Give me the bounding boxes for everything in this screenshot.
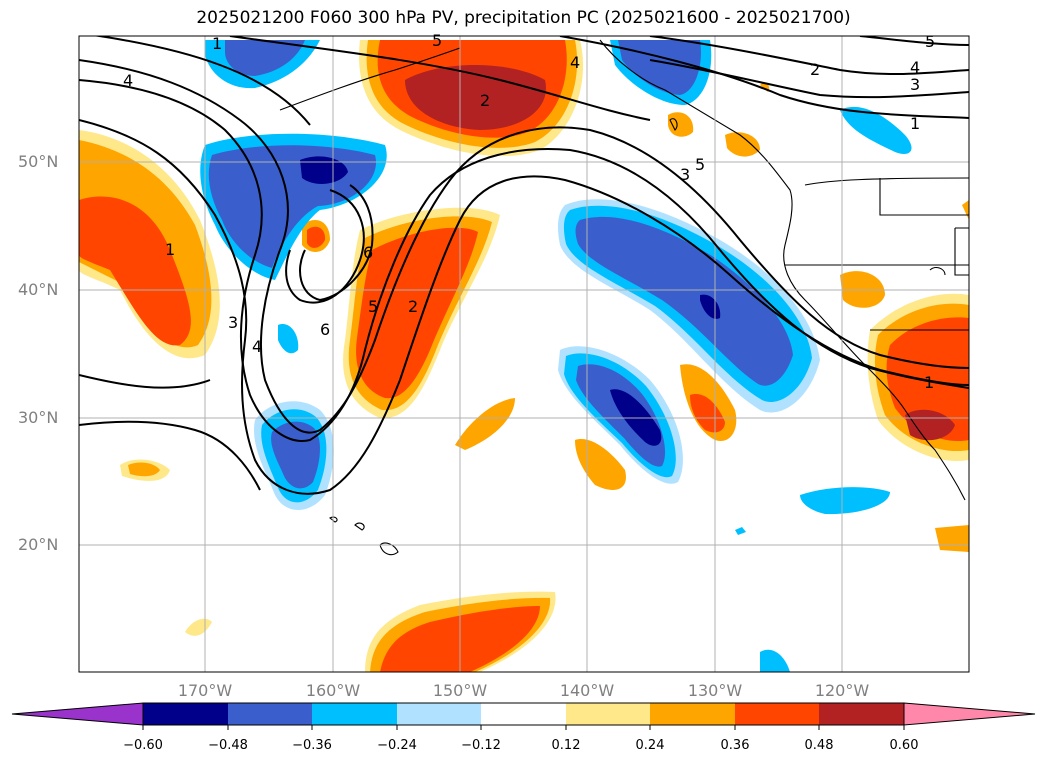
lon-label: 170°W bbox=[177, 681, 233, 700]
colorbar-swatch bbox=[566, 703, 650, 725]
colorbar-tick-label: −0.36 bbox=[292, 738, 332, 753]
lat-label: 50°N bbox=[18, 152, 59, 171]
colorbar-swatch bbox=[312, 703, 397, 725]
contour-label: 3 bbox=[680, 165, 690, 184]
contour-label: 5 bbox=[368, 297, 378, 316]
colorbar-swatch bbox=[143, 703, 228, 725]
colorbar-frame bbox=[142, 702, 905, 726]
contour-label: 3 bbox=[228, 313, 238, 332]
colorbar-tick-label: 0.48 bbox=[804, 738, 834, 753]
colorbar-tick-label: −0.24 bbox=[377, 738, 417, 753]
colorbar-tick-label: 0.12 bbox=[551, 738, 581, 753]
colorbar-extend-high bbox=[903, 702, 1036, 726]
negative-anomaly-northwest bbox=[200, 40, 387, 280]
map-title: 2025021200 F060 300 hPa PV, precipitatio… bbox=[196, 8, 851, 28]
contour-label: 2 bbox=[810, 60, 820, 79]
contour-label: 5 bbox=[432, 31, 442, 50]
coastlines bbox=[279, 39, 969, 556]
colorbar-tick-label: 0.36 bbox=[720, 738, 750, 753]
lat-label: 20°N bbox=[18, 535, 59, 554]
colorbar-tick-label: −0.12 bbox=[461, 738, 501, 753]
contour-label: 5 bbox=[925, 32, 935, 51]
contour-label: 1 bbox=[212, 34, 222, 53]
lon-label: 140°W bbox=[559, 681, 615, 700]
colorbar-swatch bbox=[228, 703, 312, 725]
lat-label: 40°N bbox=[18, 280, 59, 299]
colorbar-swatch bbox=[735, 703, 819, 725]
lon-label: 130°W bbox=[687, 681, 743, 700]
lon-label: 150°W bbox=[432, 681, 488, 700]
contour-label: 6 bbox=[363, 243, 373, 262]
contour-label: 1 bbox=[910, 114, 920, 133]
contour-label: 6 bbox=[320, 320, 330, 339]
colorbar-tick-label: −0.60 bbox=[123, 738, 163, 753]
colorbar-tick-label: −0.48 bbox=[208, 738, 248, 753]
contour-label: 2 bbox=[408, 297, 418, 316]
lon-label: 120°W bbox=[814, 681, 870, 700]
contour-label: 3 bbox=[910, 75, 920, 94]
positive-anomaly-east bbox=[840, 271, 969, 461]
negative-anomaly-east bbox=[735, 106, 912, 672]
colorbar-swatch bbox=[481, 703, 566, 725]
contour-label: 4 bbox=[123, 71, 133, 90]
contour-label: 1 bbox=[165, 240, 175, 259]
contour-label: 4 bbox=[910, 58, 920, 77]
pv-contours bbox=[79, 36, 969, 495]
contour-label: 5 bbox=[695, 155, 705, 174]
negative-anomaly-central bbox=[557, 40, 820, 413]
colorbar-swatch bbox=[650, 703, 735, 725]
colorbar-swatch bbox=[819, 703, 904, 725]
colorbar-tick-label: 0.24 bbox=[635, 738, 665, 753]
colorbar bbox=[11, 702, 1036, 730]
contour-label-layer: 1 4 5 4 2 2 4 3 5 1 5 3 1 3 4 6 5 6 2 1 bbox=[123, 31, 935, 392]
contour-label: 4 bbox=[570, 53, 580, 72]
positive-anomaly-west bbox=[79, 130, 220, 359]
lat-label: 30°N bbox=[18, 408, 59, 427]
colorbar-extend-low bbox=[11, 702, 144, 726]
colorbar-swatch bbox=[397, 703, 481, 725]
colorbar-tick-label: 0.60 bbox=[889, 738, 919, 753]
contour-label: 2 bbox=[480, 91, 490, 110]
contour-label: 4 bbox=[252, 337, 262, 356]
lon-label: 160°W bbox=[305, 681, 361, 700]
map-frame bbox=[78, 35, 970, 673]
contour-label: 1 bbox=[924, 373, 934, 392]
positive-anomaly-central bbox=[302, 207, 500, 419]
map-gridlines bbox=[79, 36, 969, 672]
colorbar-ticks bbox=[142, 725, 905, 730]
